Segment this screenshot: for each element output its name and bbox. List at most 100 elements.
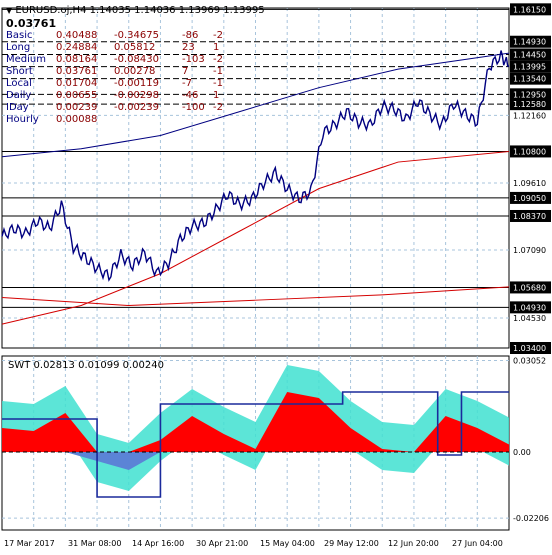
stats-row: Long 0.24884 0.05812 23 1: [6, 42, 246, 54]
stats-row: Daily 0.00655 -0.00298 -46 1: [6, 90, 246, 102]
ohlc-close: 1.13995: [223, 5, 265, 16]
stats-row-name: IDay: [6, 102, 29, 113]
stats-row-v1: 0.00655: [56, 90, 98, 101]
y-tick-label: 1.16150: [513, 5, 546, 14]
price-series-line: [1, 50, 510, 282]
stats-row-v2: -0.00119: [114, 78, 159, 89]
swt-step-line: [2, 391, 509, 498]
stats-row-v4: -1: [213, 78, 223, 89]
ohlc-open: 1.14035: [89, 5, 131, 16]
y-tick-label: 1.04530: [513, 314, 546, 323]
swt-label: SWT 0.02813 0.01099 0.00240: [8, 360, 164, 371]
x-tick-label: 14 Apr 16:00: [132, 539, 184, 548]
stats-row-v2: -0.34675: [114, 30, 159, 41]
price-level-tag: [510, 209, 551, 222]
stats-row: IDay 0.00239 -0.00239 -100 -2: [6, 102, 246, 114]
x-tick-label: 15 May 04:00: [260, 539, 315, 548]
stats-row-v4: -2: [213, 102, 223, 113]
stats-row-v1: 0.00239: [56, 102, 98, 113]
envelope-line: [1, 52, 510, 158]
stats-row-v1: 0.01704: [56, 78, 98, 89]
ohlc-low: 1.13969: [178, 5, 221, 16]
chart-header: ▼ EURUSD.oj,H4 1.14035 1.14036 1.13969 1…: [6, 5, 265, 16]
stats-row-v2: 0.00278: [114, 66, 156, 77]
x-tick-label: 17 Mar 2017: [4, 539, 55, 548]
price-level-tag: [510, 35, 551, 48]
y-tick-label: 1.12950: [513, 90, 546, 99]
swt-y-tick-label: 0.00: [513, 448, 531, 457]
stats-row-v3: -100: [182, 102, 205, 113]
x-tick-label: 30 Apr 21:00: [196, 539, 248, 548]
stats-row-v1: 0.24884: [56, 42, 98, 53]
swt-value-2: 0.01099: [78, 360, 120, 371]
indicator-value: 0.03761: [6, 17, 57, 30]
swt-y-tick-label: -0.02206: [513, 514, 549, 523]
y-tick-label: 1.10800: [513, 147, 546, 156]
stats-row-v2: -0.08430: [114, 54, 159, 65]
y-tick-label: 1.13995: [513, 63, 546, 72]
stats-row-v1: 0.40488: [56, 30, 98, 41]
ma-mid-line: [1, 150, 510, 325]
collapse-triangle-icon[interactable]: ▼: [6, 6, 13, 15]
stats-row-v4: -2: [213, 54, 223, 65]
stats-row-v1: 0.03761: [56, 66, 98, 77]
stats-row: Medium 0.08164 -0.08430 -103 -2: [6, 54, 246, 66]
stats-row-name: Hourly: [6, 114, 39, 125]
price-level-tag: [510, 72, 551, 85]
x-tick-label: 27 Jun 04:00: [452, 539, 503, 548]
price-level-tag: [510, 60, 551, 73]
stats-row-v4: 1: [213, 90, 220, 101]
y-tick-label: 1.14930: [513, 38, 546, 47]
stats-row: Hourly 0.00088: [6, 114, 246, 126]
x-tick-label: 12 Jun 20:00: [388, 539, 439, 548]
stats-row-name: Short: [6, 66, 33, 77]
ohlc-high: 1.14036: [134, 5, 176, 16]
stats-row-v4: -2: [213, 30, 223, 41]
price-level-tag: [510, 88, 551, 101]
stats-row-name: Basic: [6, 30, 33, 41]
stats-row: Local 0.01704 -0.00119 -7 -1: [6, 78, 246, 90]
stats-row-v3: 23: [182, 42, 195, 53]
x-tick-label: 29 May 12:00: [324, 539, 379, 548]
price-level-tag: [510, 191, 551, 204]
stats-row-v4: 1: [213, 42, 220, 53]
swt-value-1: 0.02813: [33, 360, 75, 371]
y-tick-label: 1.04930: [513, 303, 546, 312]
stats-row-name: Long: [6, 42, 31, 53]
stats-row-v3: -7: [182, 78, 192, 89]
y-tick-label: 1.12580: [513, 100, 546, 109]
stats-row: Short 0.03761 0.00278 7 -1: [6, 66, 246, 78]
y-tick-label: 1.09050: [513, 194, 546, 203]
price-level-tag: [510, 48, 551, 61]
stats-row-v3: -103: [182, 54, 205, 65]
price-level-tag: [510, 342, 551, 354]
stats-row-name: Daily: [6, 90, 32, 101]
y-tick-label: 1.07090: [513, 246, 546, 255]
y-tick-label: 1.13540: [513, 75, 546, 84]
stats-row: Basic 0.40488 -0.34675 -86 -2: [6, 30, 246, 42]
stats-row-v3: 7: [182, 66, 189, 77]
stats-row-v1: 0.00088: [56, 114, 98, 125]
swt-positive-area: [2, 392, 509, 452]
y-tick-label: 1.03400: [513, 344, 546, 353]
price-level-tag: [510, 281, 551, 294]
swt-title: SWT: [8, 360, 31, 371]
price-level-tag: [510, 3, 551, 16]
stats-row-v2: -0.00298: [114, 90, 159, 101]
y-tick-label: 1.09610: [513, 179, 546, 188]
y-tick-label: 1.08370: [513, 212, 546, 221]
stats-row-name: Local: [6, 78, 32, 89]
swt-y-tick-label: 0.03052: [513, 356, 546, 365]
swt-negative-area: [2, 452, 509, 470]
symbol-label: EURUSD.oj,H4: [15, 5, 87, 16]
swt-value-3: 0.00240: [122, 360, 164, 371]
y-tick-label: 1.05680: [513, 283, 546, 292]
y-tick-label: 1.12160: [513, 111, 546, 120]
stats-row-v1: 0.08164: [56, 54, 98, 65]
price-level-tag: [510, 98, 551, 111]
stats-row-name: Medium: [6, 54, 46, 65]
stats-row-v3: -86: [182, 30, 199, 41]
price-level-tag: [510, 145, 551, 158]
